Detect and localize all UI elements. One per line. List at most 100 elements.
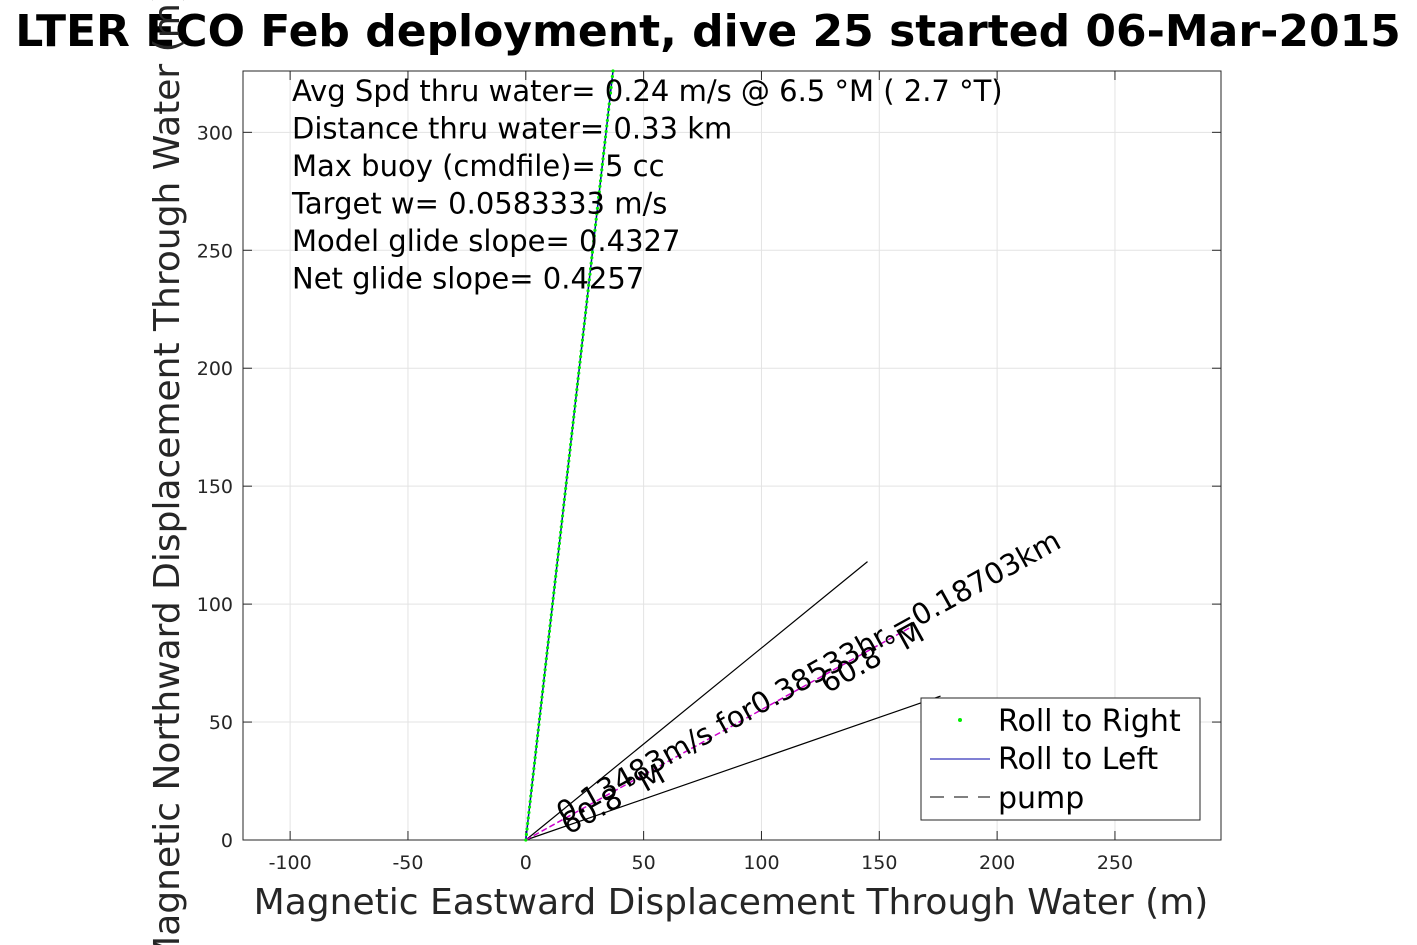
series-roll-right-point (531, 777, 535, 782)
series-roll-right-point (587, 278, 591, 282)
series-roll-right-point (536, 734, 540, 738)
series-roll-right-point (572, 409, 576, 414)
series-roll-right-point (592, 239, 596, 243)
series-roll-right-point (579, 355, 583, 359)
series-roll-right-point (574, 393, 578, 397)
series-roll-right-point (583, 311, 588, 315)
series-roll-right-point (564, 486, 568, 491)
series (524, 69, 941, 842)
series-roll-right-point (599, 173, 603, 177)
series-roll-right-point (559, 525, 563, 529)
series-roll-right-point (534, 750, 538, 754)
series-roll-right-point (576, 377, 580, 381)
series-roll-right-point (529, 794, 533, 798)
series-roll-right-point (536, 728, 540, 732)
x-tick-label: -100 (269, 852, 312, 874)
series-roll-right-point (529, 788, 534, 793)
x-tick-label: 100 (743, 852, 779, 874)
series-roll-right-point (597, 195, 601, 199)
stat-line: Max buoy (cmdfile)= 5 cc (292, 149, 665, 183)
series-roll-right-point (590, 250, 595, 254)
series-roll-right-point (550, 607, 554, 611)
series-roll-right-point (591, 245, 595, 249)
series-roll-right-point (592, 234, 596, 238)
series-roll-right-point (560, 519, 564, 524)
series-roll-right-point (524, 832, 529, 837)
series-roll-right-point (560, 514, 565, 518)
series-roll-right-point (533, 756, 537, 760)
series-roll-right-point (556, 552, 560, 556)
series-roll-right-point (531, 772, 535, 776)
series-roll-right-point (602, 146, 606, 150)
series-roll-right-point (583, 316, 587, 320)
series-roll-right-point (539, 706, 543, 710)
series-roll-right-point (600, 168, 604, 172)
series-roll-right-point (565, 475, 569, 480)
series-roll-right-point (596, 201, 600, 205)
series-roll-right-point (551, 596, 555, 600)
stat-line: Model glide slope= 0.4327 (292, 224, 680, 258)
series-roll-right-point (539, 701, 543, 705)
series-roll-right-point (542, 679, 546, 683)
series-roll-right-point (557, 541, 562, 545)
series-roll-right-point (534, 745, 538, 749)
series-roll-right-point (558, 536, 562, 540)
series-roll-right-point (575, 387, 579, 392)
series-roll-right-point (577, 366, 581, 370)
series-roll-right-point (581, 333, 585, 337)
series-roll-right-point (603, 140, 607, 145)
series-roll-right-point (593, 228, 597, 232)
stat-line: Avg Spd thru water= 0.24 m/s @ 6.5 °M ( … (292, 74, 1003, 108)
series-roll-right-point (585, 294, 590, 298)
series-roll-right-point (598, 179, 603, 183)
wedge-line (525, 561, 868, 841)
series-roll-right-point (568, 448, 572, 452)
series-roll-right-point (563, 492, 567, 496)
wedge-line (525, 695, 941, 841)
series-roll-right-point (573, 404, 577, 408)
series-roll-right-point (603, 135, 608, 139)
y-tick-label: 0 (221, 830, 233, 852)
series-roll-right-point (532, 761, 537, 765)
series-roll-right-point (527, 810, 531, 815)
series-roll-right-point (562, 497, 567, 502)
series-roll-right-point (569, 442, 573, 447)
series-roll-right-point (608, 96, 612, 101)
series-roll-right-point (572, 415, 576, 419)
series-roll-right-point (575, 382, 580, 386)
y-tick-label: 300 (197, 122, 233, 144)
x-tick-label: 0 (520, 852, 532, 874)
series-roll-right-point (548, 624, 552, 628)
series-roll-right-point (537, 723, 541, 727)
series-roll-right-point (537, 717, 542, 721)
series-roll-right-point (606, 113, 610, 117)
series-roll-right-point (609, 85, 613, 90)
series-roll-right-point (549, 613, 553, 617)
series-roll-right-point (541, 684, 545, 688)
series-roll-right-point (562, 503, 566, 507)
series-roll-right-point (555, 558, 560, 562)
series-roll-right-point (544, 662, 548, 666)
series-roll-right-point (564, 481, 568, 485)
series-roll-right-point (557, 547, 561, 551)
series-roll-right-point (608, 91, 613, 95)
series-roll-right-point (547, 635, 551, 639)
chart-title: LTER ECO Feb deployment, dive 25 started… (15, 6, 1401, 57)
series-roll-right-point (570, 431, 574, 436)
stat-line: Target w= 0.0583333 m/s (291, 187, 667, 221)
series-roll-right-point (578, 360, 582, 364)
series-roll-right-point (553, 580, 557, 584)
stats-text: Avg Spd thru water= 0.24 m/s @ 6.5 °M ( … (291, 74, 1003, 296)
x-tick-label: 150 (861, 852, 897, 874)
series-roll-right-point (540, 695, 544, 699)
series-roll-right-point (549, 618, 553, 622)
series-roll-right-point (545, 646, 550, 650)
series-roll-right-point (554, 569, 558, 573)
series-roll-right-point (565, 470, 570, 474)
series-roll-right-point (611, 69, 615, 73)
series-roll-right-point (586, 289, 590, 293)
series-roll-right-point (604, 129, 608, 134)
series-roll-right-point (544, 657, 548, 661)
current-line (525, 627, 911, 841)
